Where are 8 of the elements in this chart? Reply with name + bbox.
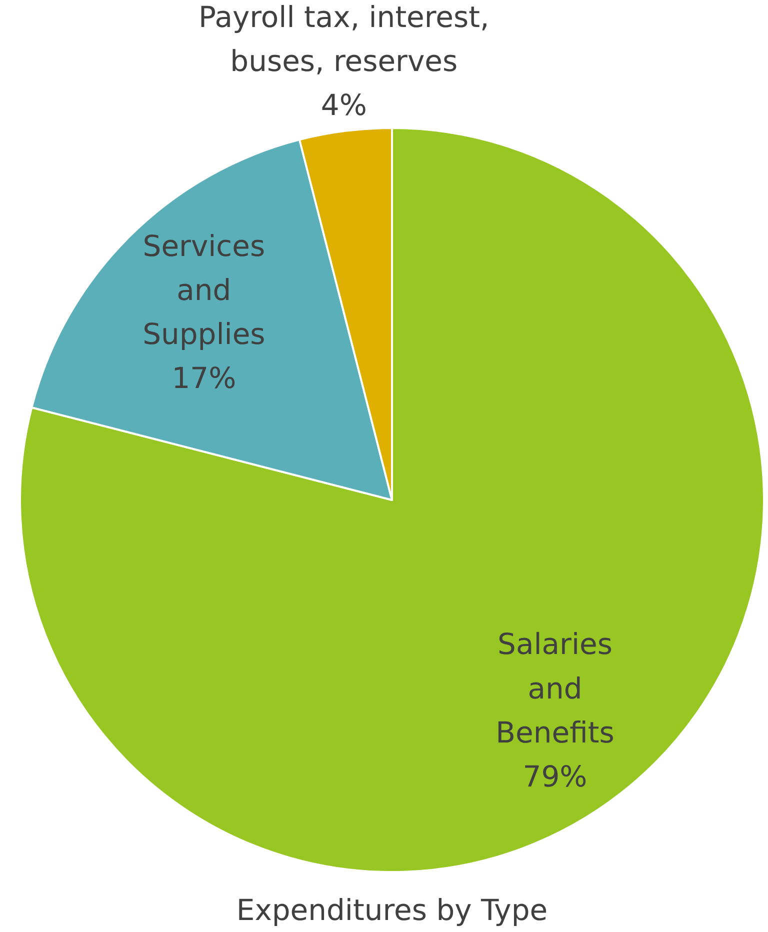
slice-label: Services and Supplies: [142, 228, 266, 352]
data-label: 4%: [320, 88, 367, 122]
slice-label: Payroll tax, interest, buses, reserves: [198, 0, 490, 78]
pie-slice: [19, 127, 765, 873]
slice-label: Salaries and Benefits: [496, 627, 614, 750]
data-label: 79%: [522, 759, 588, 794]
text: Expenditures by Type: [236, 893, 548, 927]
data-label: 17%: [172, 361, 236, 396]
